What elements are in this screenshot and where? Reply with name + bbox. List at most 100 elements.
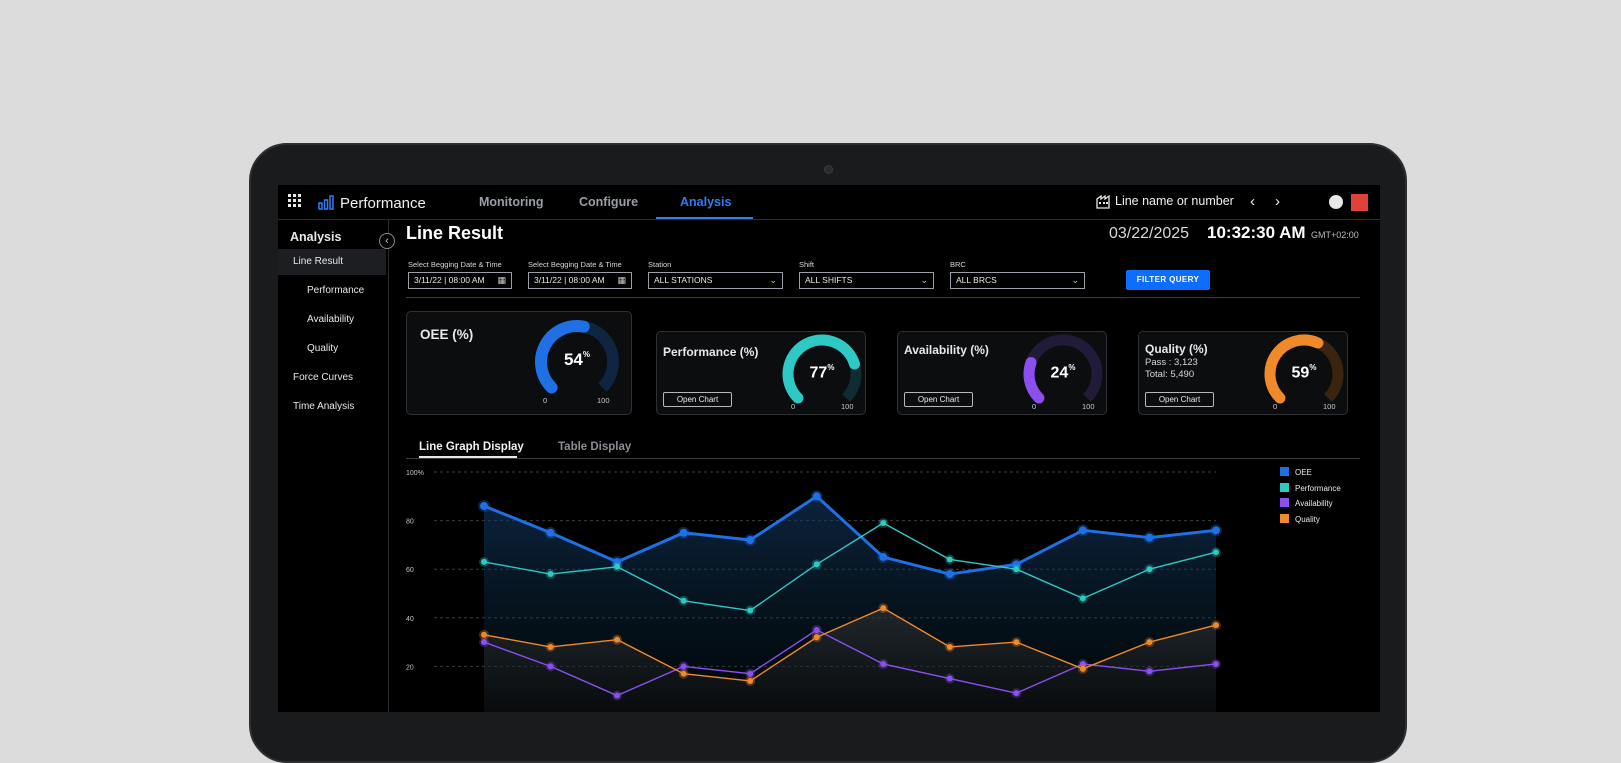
calendar-icon: ▦ [617,275,626,285]
top-bar: Performance Monitoring Configure Analysi… [278,185,1380,220]
oee-gauge-max: 100 [597,396,610,405]
performance-data-point[interactable] [747,607,754,614]
legend-item-oee[interactable]: OEE [1280,467,1341,483]
oee-data-point[interactable] [679,528,688,537]
app-grid-icon[interactable] [288,194,302,208]
quality-data-point[interactable] [1079,665,1086,672]
oee-data-point[interactable] [546,528,555,537]
performance-series-line [483,522,1217,612]
availability-series-line [483,629,1217,697]
notification-flag-icon[interactable] [1351,194,1368,211]
performance-data-point[interactable] [1146,566,1153,573]
tab-monitoring[interactable]: Monitoring [479,195,544,209]
sidebar-item-performance[interactable]: Performance [307,285,365,296]
brc-label: BRC [950,260,966,269]
performance-data-point[interactable] [1213,549,1219,556]
availability-value: 24 [1050,364,1069,382]
quality-data-point[interactable] [1146,639,1153,646]
legend-swatch-availability [1280,498,1289,507]
quality-open-chart-button[interactable]: Open Chart [1145,392,1214,407]
performance-open-chart-button[interactable]: Open Chart [663,392,732,407]
legend-item-availability[interactable]: Availability [1280,498,1341,514]
availability-data-point[interactable] [880,660,887,667]
performance-data-point[interactable] [946,556,953,563]
brc-value: ALL BRCS [956,275,997,285]
shift-label: Shift [799,260,815,269]
quality-data-point[interactable] [680,670,687,677]
quality-card: Quality (%) Pass : 3,123 Total: 5,490 Op… [1138,331,1348,415]
availability-data-point[interactable] [813,626,820,633]
station-select[interactable]: ALL STATIONS ⌄ [648,272,783,289]
availability-data-point[interactable] [614,692,621,699]
sidebar-item-line-result[interactable]: Line Result [278,249,386,275]
oee-data-point[interactable] [1212,526,1220,535]
oee-data-point[interactable] [613,557,622,566]
quality-data-point[interactable] [614,636,621,643]
oee-data-point[interactable] [879,553,888,562]
tab-analysis[interactable]: Analysis [680,195,732,209]
brc-select[interactable]: ALL BRCS ⌄ [950,272,1085,289]
performance-data-point[interactable] [547,571,554,578]
availability-data-point[interactable] [1146,668,1153,675]
quality-data-point[interactable] [813,634,820,641]
current-date: 03/22/2025 [1109,225,1190,242]
availability-data-point[interactable] [1079,660,1086,667]
chevron-left-icon[interactable]: ‹ [1250,193,1255,210]
app-screen: Performance Monitoring Configure Analysi… [278,185,1380,712]
oee-data-point[interactable] [1145,533,1154,542]
performance-data-point[interactable] [481,558,487,565]
quality-gauge-fill [1264,334,1324,404]
tab-table-display[interactable]: Table Display [558,441,632,453]
legend-item-performance[interactable]: Performance [1280,482,1341,499]
quality-data-point[interactable] [747,677,754,684]
performance-data-point[interactable] [614,563,621,570]
chevron-right-icon[interactable]: › [1275,193,1280,210]
sidebar-title: Analysis [290,230,342,244]
availability-data-point[interactable] [946,675,953,682]
quality-data-point[interactable] [547,643,554,650]
shift-select[interactable]: ALL SHIFTS ⌄ [799,272,934,289]
availability-data-point[interactable] [680,663,687,670]
availability-open-chart-button[interactable]: Open Chart [904,392,973,407]
user-icon[interactable] [1329,195,1343,209]
tab-configure[interactable]: Configure [579,195,639,209]
performance-gauge-fill [782,334,860,404]
performance-data-point[interactable] [680,597,687,604]
quality-data-point[interactable] [1213,622,1219,629]
sidebar-item-time-analysis[interactable]: Time Analysis [293,401,355,412]
active-tab-indicator [656,217,753,219]
availability-data-point[interactable] [481,639,487,646]
performance-data-point[interactable] [1013,566,1020,573]
sidebar-item-quality[interactable]: Quality [307,343,339,354]
oee-data-point[interactable] [480,502,488,511]
quality-data-point[interactable] [880,605,887,612]
collapse-sidebar-button[interactable]: ‹ [379,233,395,249]
start-date-input[interactable]: 3/11/22 | 08:00 AM ▦ [408,272,512,289]
performance-data-point[interactable] [1079,595,1086,602]
end-date-input[interactable]: 3/11/22 | 08:00 AM ▦ [528,272,632,289]
oee-data-point[interactable] [1078,526,1087,535]
availability-data-point[interactable] [747,670,754,677]
tab-line-graph[interactable]: Line Graph Display [419,441,524,453]
oee-data-point[interactable] [945,570,954,579]
availability-data-point[interactable] [1213,660,1219,667]
sidebar-item-force-curves[interactable]: Force Curves [293,372,354,383]
quality-total: Total: 5,490 [1145,369,1195,380]
legend-swatch-oee [1280,467,1289,476]
line-picker[interactable]: Line name or number [1115,194,1234,208]
availability-data-point[interactable] [1013,690,1020,697]
sidebar-item-availability[interactable]: Availability [307,314,355,325]
station-value: ALL STATIONS [654,275,713,285]
oee-data-point[interactable] [746,536,755,545]
availability-data-point[interactable] [547,663,554,670]
quality-data-point[interactable] [1013,639,1020,646]
legend-label-availability: Availability [1295,499,1333,508]
performance-data-point[interactable] [880,520,887,527]
legend-item-quality[interactable]: Quality [1280,513,1341,530]
oee-data-point[interactable] [1012,560,1021,569]
oee-data-point[interactable] [812,492,821,501]
performance-data-point[interactable] [813,561,820,568]
quality-data-point[interactable] [946,643,953,650]
quality-data-point[interactable] [481,631,487,638]
filter-query-button[interactable]: FILTER QUERY [1126,270,1210,290]
